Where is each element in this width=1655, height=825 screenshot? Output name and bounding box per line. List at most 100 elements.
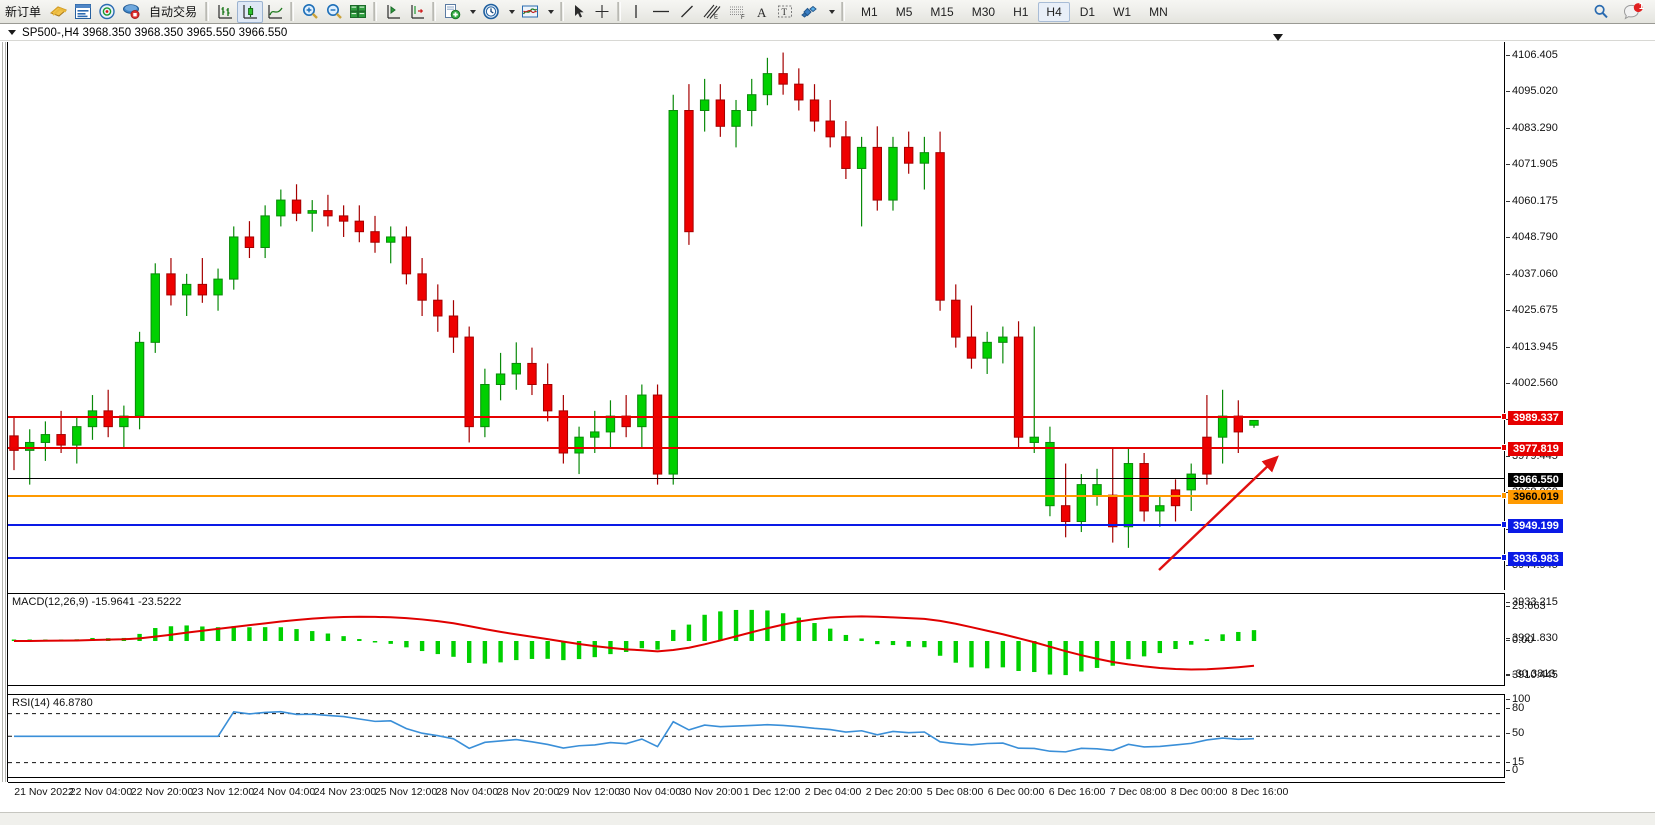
resistance-level-2-line[interactable]	[8, 444, 1508, 451]
price-tick: 4002.560	[1506, 377, 1558, 389]
period-icon[interactable]	[479, 1, 503, 23]
timeframe-w1[interactable]: W1	[1113, 4, 1132, 19]
svg-text:A: A	[757, 5, 767, 20]
toolbar-separator	[841, 2, 847, 21]
shapes-icon[interactable]	[797, 1, 823, 23]
price-tick: 4025.675	[1506, 304, 1558, 316]
time-label: 29 Nov 12:00	[557, 786, 621, 798]
new-order-icon[interactable]	[46, 1, 71, 23]
time-axis[interactable]: 21 Nov 2022 22 Nov 04:00 22 Nov 20:00 23 No…	[8, 782, 1505, 802]
trendline-icon[interactable]	[675, 1, 699, 23]
chart-container[interactable]: MACD(12,26,9) -15.9641 -23.5222 RSI(14) …	[0, 34, 1655, 825]
timeframe-m5[interactable]: M5	[895, 4, 913, 19]
timeframe-m30[interactable]: M30	[971, 4, 996, 19]
price-candles	[9, 52, 1259, 548]
time-label: 30 Nov 04:00	[618, 786, 682, 798]
template-dropdown-arrow[interactable]	[464, 1, 479, 23]
search-icon[interactable]	[1589, 1, 1613, 23]
time-label: 6 Dec 16:00	[1048, 786, 1106, 798]
bar-chart-icon[interactable]	[213, 1, 237, 23]
rsi-pane[interactable]: RSI(14) 46.8780	[8, 694, 1505, 778]
svg-text:E: E	[714, 15, 718, 21]
auto-scroll-icon[interactable]	[405, 1, 429, 23]
symbol-ohlc-text: SP500-,H4 3968.350 3968.350 3965.550 396…	[22, 26, 288, 39]
time-label: 22 Nov 20:00	[130, 786, 194, 798]
price-pane[interactable]	[8, 34, 1508, 590]
autotrading-button[interactable]: 自动交易	[149, 5, 198, 19]
toolbar-separator	[373, 2, 379, 21]
support-level-1-label[interactable]: 3949.199	[1508, 519, 1563, 533]
symbol-info-bar: SP500-,H4 3968.350 3968.350 3965.550 396…	[0, 25, 1655, 41]
chart-top-marker-icon	[1273, 34, 1283, 41]
orange-level-line[interactable]	[8, 492, 1508, 499]
alerts-icon[interactable]: 1	[1619, 1, 1647, 23]
crosshair-icon[interactable]	[590, 1, 614, 23]
vertical-line-icon[interactable]	[625, 1, 647, 23]
timeframe-m15[interactable]: M15	[930, 4, 954, 19]
macd-tick: -30.3813	[1506, 668, 1555, 680]
line-chart-icon[interactable]	[263, 1, 287, 23]
indicators-dropdown-arrow[interactable]	[542, 1, 557, 23]
horizontal-line-icon[interactable]	[647, 1, 675, 23]
timeframe-d1[interactable]: D1	[1079, 4, 1096, 19]
equidistant-channel-icon[interactable]: E	[699, 1, 725, 23]
time-label: 21 Nov 2022	[14, 786, 74, 798]
svg-text:F: F	[741, 15, 745, 20]
timeframe-m1[interactable]: M1	[861, 4, 878, 19]
indicators-icon[interactable]	[518, 1, 542, 23]
toolbar-separator	[290, 2, 296, 21]
chart-left-rail	[0, 42, 8, 782]
time-label: 1 Dec 12:00	[743, 786, 801, 798]
timeframe-h4[interactable]: H4	[1038, 1, 1070, 22]
rsi-plot	[8, 710, 1504, 764]
text-icon[interactable]: A	[751, 1, 773, 23]
rsi-tick: 0	[1506, 764, 1518, 776]
rsi-tick: 15	[1506, 756, 1524, 768]
price-tick: 4060.175	[1506, 195, 1558, 207]
text-label-icon[interactable]: T	[773, 1, 797, 23]
timeframe-h1[interactable]: H1	[1013, 4, 1029, 19]
time-label: 28 Nov 04:00	[435, 786, 499, 798]
zoom-in-icon[interactable]	[298, 1, 322, 23]
fibonacci-icon[interactable]: F	[725, 1, 751, 23]
resistance-level-1-label[interactable]: 3989.337	[1508, 411, 1563, 425]
time-label: 25 Nov 12:00	[374, 786, 438, 798]
candlestick-chart-icon[interactable]	[237, 0, 264, 23]
svg-text:T: T	[782, 7, 788, 17]
time-label: 30 Nov 20:00	[679, 786, 743, 798]
timeframe-mn[interactable]: MN	[1149, 4, 1168, 19]
tile-windows-icon[interactable]	[346, 1, 370, 23]
support-level-1-line[interactable]	[8, 521, 1508, 528]
price-tick: 4037.060	[1506, 268, 1558, 280]
shift-chart-icon[interactable]	[381, 1, 405, 23]
macd-tick: 0.00	[1506, 634, 1533, 646]
main-toolbar: 新订单 自动交易	[0, 0, 1655, 24]
support-level-2-line[interactable]	[8, 554, 1508, 561]
orange-level-label[interactable]: 3960.019	[1508, 490, 1563, 504]
price-tick: 4083.290	[1506, 122, 1558, 134]
rsi-tick: 100	[1506, 693, 1530, 705]
macd-pane[interactable]: MACD(12,26,9) -15.9641 -23.5222	[8, 593, 1505, 686]
rsi-tick: 80	[1506, 702, 1524, 714]
macd-indicator-label: MACD(12,26,9) -15.9641 -23.5222	[12, 596, 182, 608]
chart-menu-triangle-icon[interactable]	[8, 30, 16, 35]
toolbar-separator	[617, 2, 623, 21]
data-window-icon[interactable]	[71, 1, 95, 23]
shapes-dropdown-arrow[interactable]	[823, 1, 838, 23]
period-dropdown-arrow[interactable]	[503, 1, 518, 23]
template-icon[interactable]	[440, 1, 464, 23]
resistance-level-2-label[interactable]: 3977.819	[1508, 442, 1563, 456]
cursor-icon[interactable]	[568, 1, 590, 23]
time-label: 8 Dec 16:00	[1231, 786, 1289, 798]
support-level-2-label[interactable]: 3936.983	[1508, 552, 1563, 566]
zoom-out-icon[interactable]	[322, 1, 346, 23]
new-order-button[interactable]: 新订单	[5, 5, 42, 19]
price-scale[interactable]: 4106.405 4095.020 4083.290 4071.905 4060.175…	[1506, 42, 1655, 782]
current-price-level-label[interactable]: 3966.550	[1508, 473, 1563, 487]
navigator-icon[interactable]	[95, 1, 119, 23]
resistance-level-1-line[interactable]	[8, 413, 1508, 420]
price-tick: 3910.445	[1506, 669, 1558, 681]
signals-icon[interactable]	[119, 1, 144, 23]
rsi-tick: 50	[1506, 727, 1524, 739]
macd-tick: 25.663	[1506, 600, 1546, 612]
